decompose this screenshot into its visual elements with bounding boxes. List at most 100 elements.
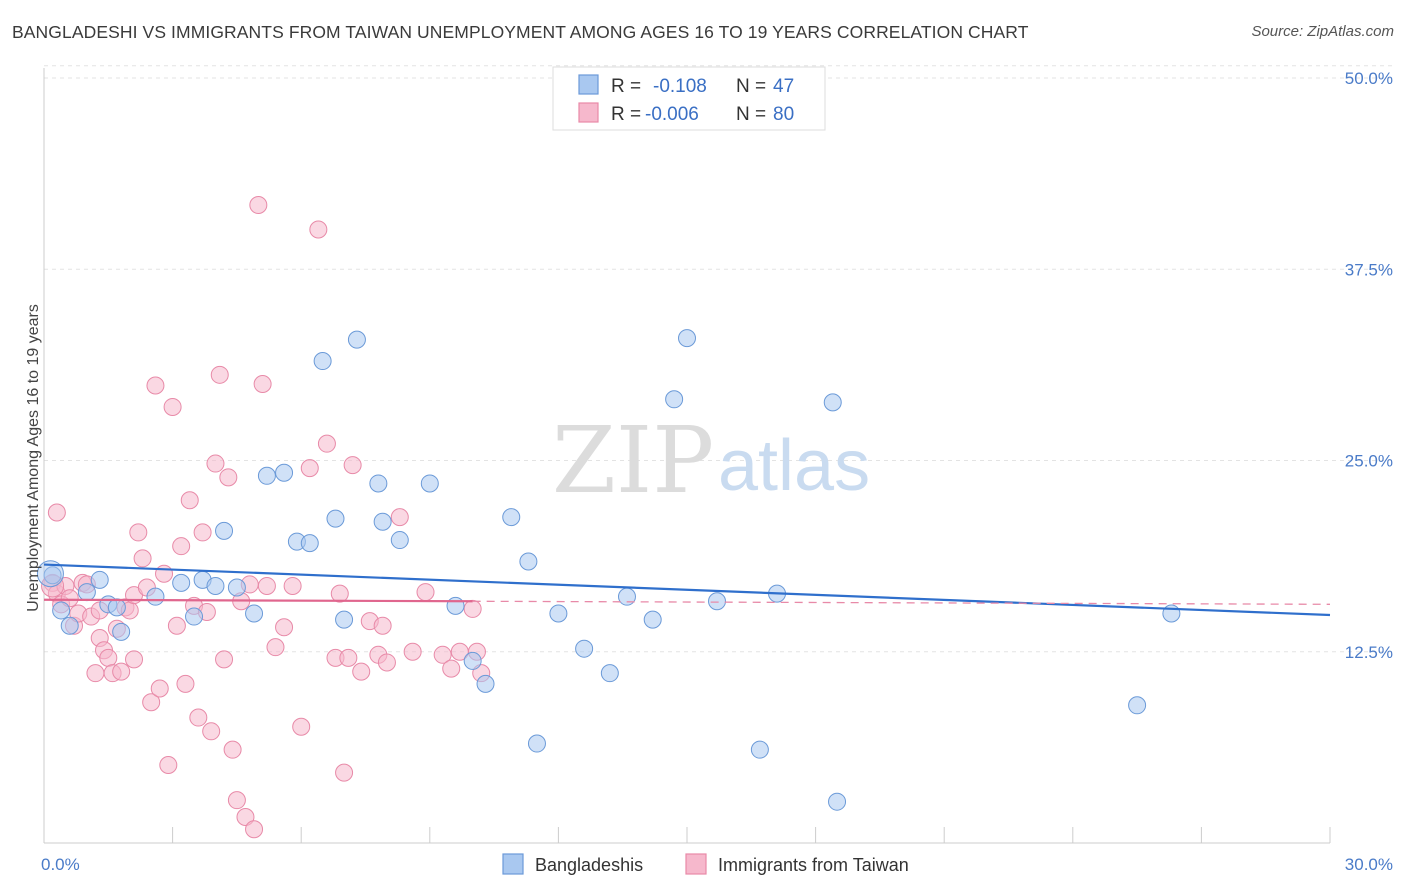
taiwan-point-48: [236, 807, 255, 826]
taiwan-point-52: [253, 375, 272, 393]
taiwan-point-21: [125, 650, 144, 669]
bangladeshis-point-33: [527, 734, 546, 753]
bangladeshis-point-20: [313, 352, 332, 371]
bangladeshis-point-35: [575, 639, 594, 658]
y-tick-label-2: 37.5%: [1345, 260, 1393, 279]
bangladeshis-point-2: [60, 616, 79, 635]
taiwan-point-40: [202, 722, 221, 741]
taiwan-point-66: [352, 662, 371, 681]
taiwan-point-44: [219, 468, 238, 487]
bangladeshis-point-27: [420, 474, 439, 493]
bangladeshis-point-10: [185, 607, 204, 626]
taiwan-point-41: [206, 454, 225, 473]
taiwan-point-55: [275, 618, 294, 637]
taiwan-point-56: [283, 576, 302, 595]
watermark-zip: ZIP: [552, 407, 714, 514]
bangladeshis-point-37: [617, 587, 636, 606]
source-label: Source: ZipAtlas.com: [1251, 23, 1394, 40]
bangladeshis-point-3: [77, 583, 96, 602]
x-tick-label-1: 30.0%: [1345, 855, 1393, 874]
taiwan-point-43: [215, 650, 234, 669]
taiwan-point-42: [210, 365, 229, 384]
bangladeshis-point-22: [335, 610, 354, 629]
taiwan-point-29: [155, 564, 174, 583]
taiwan-point-2: [47, 503, 66, 522]
bangladeshis-point-cluster: [36, 560, 64, 588]
axes: [43, 68, 1331, 844]
bottom-legend-bangladeshis: Bangladeshis: [535, 855, 643, 875]
bangladeshis-point-24: [369, 474, 388, 493]
legend-r-value-1: -0.006: [645, 104, 699, 125]
bangladeshis-point-23: [347, 330, 366, 349]
taiwan-point-54: [266, 638, 285, 657]
taiwan-point-18: [112, 662, 131, 681]
taiwan-point-71: [390, 508, 409, 527]
taiwan-point-64: [339, 648, 358, 667]
bangladeshis-point-44: [823, 393, 842, 412]
bangladeshis-point-7: [112, 622, 131, 641]
taiwan-point-46: [227, 791, 246, 810]
bangladeshis-point-17: [275, 463, 294, 482]
taiwan-point-59: [309, 220, 328, 239]
bangladeshis-point-39: [665, 390, 684, 409]
legend-n-value-1: 80: [773, 104, 794, 125]
y-tick-labels: 12.5% 25.0% 37.5% 50.0%: [1345, 69, 1393, 662]
bangladeshis-point-36: [600, 664, 619, 683]
taiwan-point-77: [463, 599, 482, 618]
taiwan-point-70: [377, 653, 396, 672]
y-axis-label: Unemployment Among Ages 16 to 19 years: [25, 304, 42, 612]
bottom-legend: Bangladeshis Immigrants from Taiwan: [502, 853, 909, 875]
legend-n-label-0: N =: [736, 76, 766, 97]
taiwan-point-15: [99, 648, 118, 667]
trend-line-taiwan: [43, 598, 473, 603]
bangladeshis-point-34: [549, 604, 568, 623]
x-tick-label-0: 0.0%: [41, 855, 80, 874]
bangladeshis-point-28: [446, 596, 465, 615]
bangladeshis-point-14: [227, 578, 246, 597]
bangladeshis-point-19: [300, 534, 319, 553]
taiwan-point-34: [176, 674, 195, 693]
taiwan-point-57: [292, 717, 311, 736]
bottom-legend-swatch-taiwan: [685, 853, 707, 875]
bangladeshis-point-30: [476, 674, 495, 693]
taiwan-point-37: [189, 708, 208, 727]
taiwan-point-65: [343, 456, 362, 475]
bangladeshis-point-25: [373, 512, 392, 531]
legend-swatch-taiwan: [578, 102, 599, 123]
taiwan-point-11: [86, 664, 105, 683]
trend-line-bangladeshis: [43, 563, 1331, 617]
taiwan-point-32: [167, 616, 186, 635]
trend-line-taiwan-extended: [472, 600, 1331, 605]
y-tick-label-1: 25.0%: [1345, 452, 1393, 471]
taiwan-point-72: [403, 642, 422, 661]
legend-swatch-bangladeshis: [578, 74, 599, 95]
x-tick-labels: 0.0% 30.0%: [41, 855, 1393, 874]
y-tick-label-3: 50.0%: [1345, 69, 1393, 88]
bangladeshis-point-1: [52, 601, 71, 620]
bangladeshis-point-15: [245, 604, 264, 623]
bangladeshis-point-16: [257, 466, 276, 485]
bangladeshis-point-13: [215, 521, 234, 540]
bangladeshis-point-12: [206, 576, 225, 595]
taiwan-point-23: [129, 523, 148, 542]
trend-lines: [43, 563, 1331, 617]
bangladeshis-point-29: [463, 651, 482, 670]
taiwan-point-50: [245, 820, 264, 839]
legend-r-label-0: R =: [611, 76, 641, 97]
taiwan-point-51: [249, 195, 268, 214]
bangladeshis-point-40: [678, 329, 696, 348]
bangladeshis-point-8: [146, 587, 165, 606]
taiwan-point-74: [433, 645, 452, 664]
bangladeshis-point-6: [107, 598, 126, 617]
bangladeshis-point-26: [390, 531, 409, 550]
bangladeshis-point-0: [43, 566, 62, 585]
bangladeshis-point-41: [708, 592, 727, 611]
bangladeshis-point-42: [750, 740, 769, 759]
taiwan-point-26: [142, 693, 161, 712]
legend-n-label-1: N =: [736, 104, 766, 125]
bangladeshis-point-9: [172, 573, 191, 592]
bangladeshis-point-38: [643, 610, 662, 629]
taiwan-point-33: [172, 537, 191, 556]
legend-r-label-1: R =: [611, 104, 641, 125]
